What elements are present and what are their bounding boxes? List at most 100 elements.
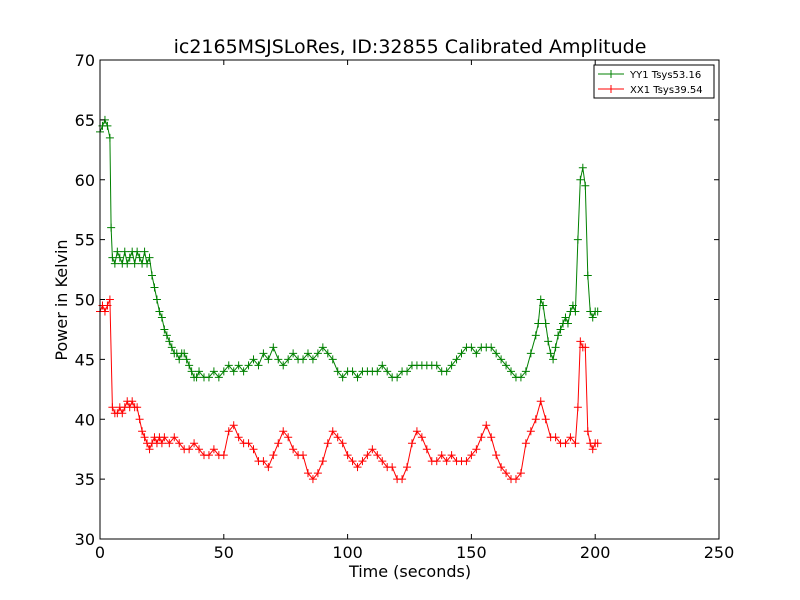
data-point [467,451,476,460]
x-tick-label: 150 [456,543,487,562]
data-point [289,445,298,454]
data-point [581,343,590,352]
data-point [308,355,317,364]
x-axis-title: Time (seconds) [348,562,471,581]
data-point [467,343,476,352]
data-point [185,445,194,454]
data-point [566,433,575,442]
y-axis-title: Power in Kelvin [52,239,71,360]
data-point [492,349,501,358]
data-point [157,313,166,322]
series-layer [96,115,602,484]
data-point [249,355,258,364]
data-point [581,181,590,190]
legend: YY1 Tsys53.16 XX1 Tsys39.54 [593,64,715,99]
data-point [299,451,308,460]
data-point [432,361,441,370]
data-point [328,355,337,364]
data-point [209,445,218,454]
data-point [103,301,112,310]
data-point [588,313,597,322]
data-point [556,325,565,334]
data-point [323,349,332,358]
data-point [284,433,293,442]
legend-marker-yy1 [607,70,615,78]
data-point [497,463,506,472]
data-point [264,355,273,364]
data-point [279,361,288,370]
data-point [563,319,572,328]
data-point [224,427,233,436]
data-point [157,439,166,448]
data-point [108,253,117,262]
data-point [110,259,119,268]
y-tick-label: 55 [75,231,95,250]
data-point [152,295,161,304]
data-point [105,295,114,304]
data-point [472,445,481,454]
data-point [373,367,382,376]
data-point [536,295,545,304]
data-point [578,163,587,172]
data-point [551,433,560,442]
data-point [403,463,412,472]
data-point [576,337,585,346]
data-point [561,439,570,448]
data-point [531,415,540,424]
chart-title: ic2165MSJSLoRes, ID:32855 Calibrated Amp… [174,36,647,58]
data-point [138,427,147,436]
data-point [442,457,451,466]
data-point [373,451,382,460]
data-point [492,451,501,460]
legend-marker-xx1 [607,85,615,93]
data-point [333,367,342,376]
data-point [571,307,580,316]
data-point [432,457,441,466]
data-point [442,367,451,376]
data-point [219,367,228,376]
data-point [588,445,597,454]
data-point [289,349,298,358]
data-point [511,475,520,484]
data-point [378,361,387,370]
data-point [343,451,352,460]
y-tick-label: 45 [75,350,95,369]
data-point [108,403,117,412]
data-point [303,349,312,358]
data-point [338,439,347,448]
data-point [583,427,592,436]
data-point [244,361,253,370]
data-point [393,373,402,382]
data-point [358,457,367,466]
data-point [437,451,446,460]
data-point [214,373,223,382]
data-point [318,343,327,352]
data-point [521,439,530,448]
data-point [284,355,293,364]
data-point [259,457,268,466]
data-point [229,421,238,430]
data-point [348,457,357,466]
data-point [123,259,132,268]
data-point [338,373,347,382]
data-point [167,343,176,352]
data-point [239,367,248,376]
data-point [224,361,233,370]
data-point [195,445,204,454]
data-point [531,331,540,340]
data-point [554,331,563,340]
data-point [130,259,139,268]
data-point [507,367,516,376]
data-point [187,367,196,376]
data-point [145,445,154,454]
data-point [516,373,525,382]
data-point [398,475,407,484]
data-point [593,307,602,316]
data-point [502,469,511,478]
data-point [234,433,243,442]
data-point [417,433,426,442]
data-point [133,403,142,412]
data-point [452,355,461,364]
